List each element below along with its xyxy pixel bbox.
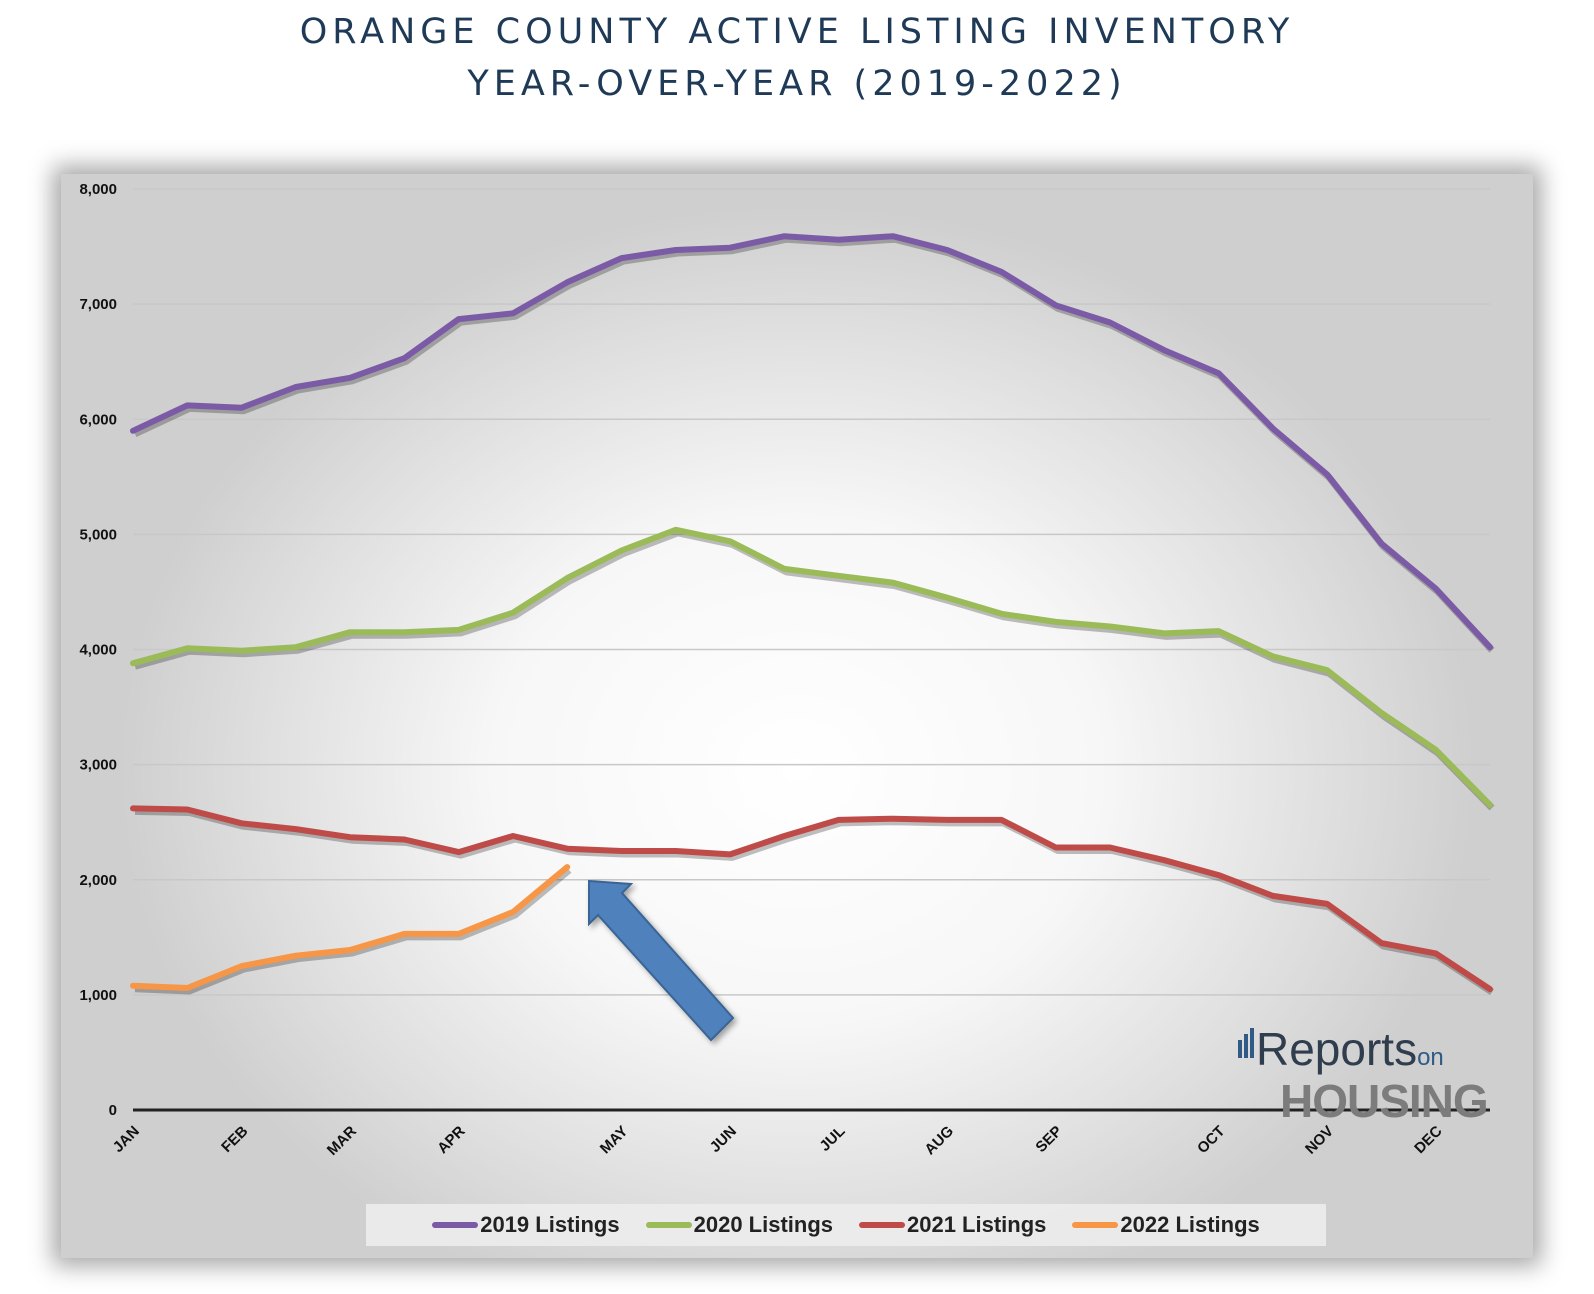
legend-label: 2019 Listings: [480, 1212, 620, 1237]
y-tick-label: 1,000: [79, 987, 117, 1004]
y-tick-label: 8,000: [79, 181, 117, 198]
y-tick-label: 0: [109, 1102, 117, 1119]
y-axis-ticks: 0 1,000 2,000 3,000 4,000 5,000 6,000 7,000 8,00…: [79, 181, 117, 1119]
annotations: [588, 879, 735, 1042]
chart-legend: 2019 Listings 2020 Listings 2021 Listings 2…: [366, 1204, 1326, 1246]
x-tick-label: AUG: [922, 1123, 958, 1159]
series-line-2019: [130, 233, 1493, 651]
chart-title-line-1: ORANGE COUNTY ACTIVE LISTING INVENTORY: [299, 12, 1295, 52]
logo-reports-text: Reports: [1256, 1023, 1418, 1075]
chart-frame: [61, 174, 1533, 1258]
legend-label: 2020 Listings: [693, 1212, 833, 1237]
x-tick-label: JAN: [110, 1123, 143, 1156]
y-tick-label: 6,000: [79, 411, 117, 428]
x-tick-label: FEB: [218, 1123, 251, 1156]
x-tick-label: MAY: [597, 1123, 632, 1158]
series-line-shadow: [134, 867, 572, 995]
series-line-2022: [130, 864, 571, 991]
y-tick-label: 2,000: [79, 872, 117, 889]
logo-housing-text: HOUSING: [1280, 1075, 1489, 1127]
legend-swatch: [1072, 1222, 1119, 1228]
x-tick-label: SEP: [1032, 1123, 1065, 1156]
series-lines: [130, 233, 1495, 996]
x-tick-label: APR: [434, 1123, 469, 1158]
reports-on-housing-logo: Reportson HOUSING: [1238, 1022, 1508, 1132]
series-line-2020: [130, 526, 1493, 808]
y-tick-label: 3,000: [79, 757, 117, 774]
logo-text-line-1: Reportson: [1238, 1022, 1444, 1076]
gridlines: [133, 188, 1490, 1112]
legend-item: 2022 Listings: [1072, 1212, 1260, 1238]
legend-item: 2021 Listings: [859, 1212, 1046, 1238]
y-tick-label: 4,000: [79, 642, 117, 659]
x-tick-label: OCT: [1194, 1123, 1228, 1157]
y-tick-label: 7,000: [79, 296, 117, 313]
logo-on-text: on: [1417, 1044, 1444, 1071]
legend-swatch: [432, 1222, 479, 1228]
legend-swatch: [859, 1222, 905, 1228]
y-tick-label: 5,000: [79, 526, 117, 543]
chart-title-line-2: YEAR-OVER-YEAR (2019-2022): [467, 64, 1127, 104]
legend-swatch: [645, 1222, 692, 1228]
legend-item: 2019 Listings: [432, 1212, 620, 1238]
x-tick-label: JUN: [707, 1123, 740, 1156]
annotation-arrow: [588, 879, 735, 1042]
series-line-2021: [130, 805, 1493, 993]
legend-label: 2021 Listings: [907, 1212, 1047, 1237]
x-tick-label: JUL: [816, 1123, 848, 1155]
legend-label: 2022 Listings: [1120, 1212, 1260, 1237]
legend-item: 2020 Listings: [645, 1212, 833, 1238]
logo-bars-icon: [1238, 1028, 1254, 1058]
x-tick-label: MAR: [324, 1123, 360, 1159]
